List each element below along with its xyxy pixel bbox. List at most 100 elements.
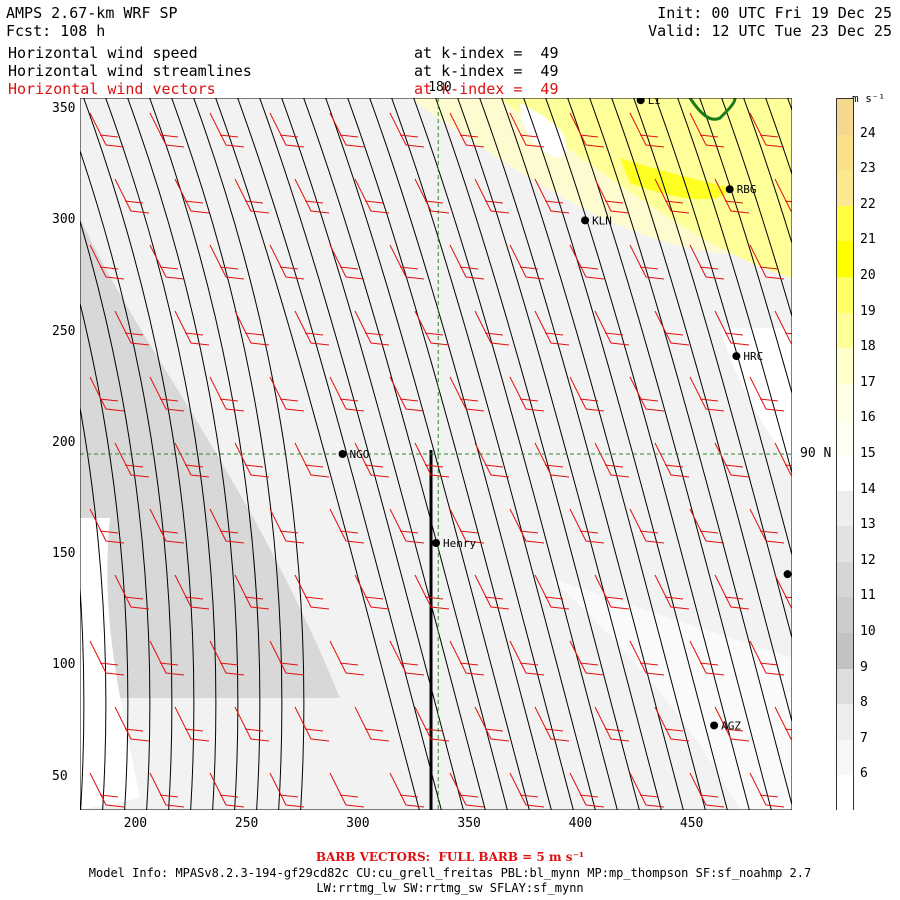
- wind-barb: [654, 706, 690, 742]
- wind-barb: [149, 376, 185, 412]
- layer-level-streamlines: at k-index = 49: [414, 62, 559, 80]
- station-marker: [725, 185, 734, 194]
- streamline: [501, 98, 706, 810]
- wind-barb: [749, 376, 785, 412]
- colorbar-tick-label: 24: [860, 125, 876, 141]
- streamline: [633, 98, 792, 640]
- streamline: [611, 98, 792, 724]
- wind-barb: [449, 640, 485, 676]
- colorbar-tick-label: 20: [860, 268, 876, 283]
- station-marker: [636, 98, 645, 105]
- streamline: [127, 98, 239, 810]
- wind-barb: [534, 442, 570, 478]
- colorbar-tick-label: 8: [860, 695, 868, 711]
- colorbar-segment: [837, 526, 853, 562]
- streamline: [171, 98, 283, 810]
- colorbar-segment: [837, 704, 853, 740]
- shade-light-se: [550, 578, 792, 810]
- wind-barb: [449, 508, 485, 544]
- wind-barb: [269, 508, 305, 544]
- wind-barb: [654, 442, 690, 478]
- streamline: [325, 98, 530, 810]
- streamline: [237, 98, 442, 810]
- colorbar-tick-label: 12: [860, 552, 876, 568]
- wind-barb: [654, 178, 690, 214]
- streamline: [193, 98, 305, 810]
- wind-barb: [689, 640, 725, 676]
- wind-barb: [89, 376, 125, 412]
- wind-barb: [209, 112, 245, 148]
- streamline: [80, 580, 85, 810]
- wind-barb: [749, 640, 785, 676]
- x-tick-label: 450: [679, 816, 704, 831]
- streamlines: [80, 98, 792, 810]
- streamline: [80, 301, 129, 810]
- y-tick-label: 250: [52, 323, 76, 339]
- streamline: [435, 98, 640, 810]
- wind-barb: [629, 244, 665, 280]
- wind-barb: [594, 706, 630, 742]
- wind-barb: [294, 574, 330, 610]
- station-marker: [732, 352, 741, 361]
- wind-barb: [749, 244, 785, 280]
- wind-barb: [89, 112, 125, 148]
- colorbar-segment: [837, 241, 853, 277]
- wind-barb: [354, 310, 390, 346]
- colorbar-tick-label: 14: [860, 481, 876, 497]
- wind-barb: [389, 376, 425, 412]
- streamline: [281, 98, 486, 810]
- station-label: Henry: [443, 537, 476, 550]
- wind-barb: [714, 706, 750, 742]
- shade-white-east: [720, 328, 792, 468]
- wind-barb: [89, 640, 125, 676]
- streamline: [457, 98, 662, 810]
- y-tick-label: 50: [52, 768, 68, 784]
- wind-barb: [149, 772, 185, 808]
- wind-barb: [534, 706, 570, 742]
- wind-barb: [209, 508, 245, 544]
- colorbar-tick-label: 6: [860, 766, 868, 782]
- colorbar-tick-label: 11: [860, 588, 876, 604]
- wind-barb: [174, 310, 210, 346]
- wind-barb: [509, 772, 545, 808]
- colorbar-tick-label: 23: [860, 161, 876, 177]
- wind-barb: [689, 376, 725, 412]
- colorbar-tick-label: 22: [860, 196, 876, 212]
- shade-white-patch: [520, 103, 567, 158]
- streamline: [259, 98, 464, 810]
- wind-barb: [354, 574, 390, 610]
- wind-barb: [774, 178, 792, 212]
- colorbar-segment: [837, 633, 853, 669]
- streamline: [655, 98, 792, 557]
- wind-barb: [389, 772, 425, 808]
- wind-barb: [294, 178, 330, 214]
- wind-barb: [509, 244, 545, 280]
- wind-barb: [269, 376, 305, 412]
- wind-barb: [329, 640, 365, 676]
- colorbar-segment: [837, 383, 853, 420]
- wind-barb: [414, 310, 450, 346]
- wind-barb: [89, 772, 125, 808]
- wind-barbs: [89, 112, 792, 808]
- y-tick-label: 200: [52, 434, 76, 450]
- station-marker: [338, 450, 347, 458]
- colorbar-segment: [837, 419, 853, 455]
- streamline: [215, 98, 420, 810]
- station-marker: [710, 721, 719, 730]
- wind-barb: [569, 244, 605, 280]
- wind-barb: [569, 772, 605, 808]
- wind-barb: [354, 706, 390, 742]
- model-title: AMPS 2.67-km WRF SP: [6, 4, 178, 22]
- forecast-hour: Fcst: 108 h: [6, 22, 106, 40]
- colorbar-segment: [837, 277, 853, 313]
- wind-barb: [474, 574, 510, 610]
- wind-barb: [269, 112, 305, 148]
- wind-barb: [654, 574, 690, 610]
- wind-barb: [509, 112, 545, 148]
- wind-barb: [389, 244, 425, 280]
- wind-barb: [294, 310, 330, 346]
- wind-barb: [569, 640, 605, 676]
- colorbar-tick-label: 16: [860, 410, 876, 426]
- station-label: KLN: [592, 214, 612, 227]
- colorbar-tick-label: 19: [860, 303, 876, 319]
